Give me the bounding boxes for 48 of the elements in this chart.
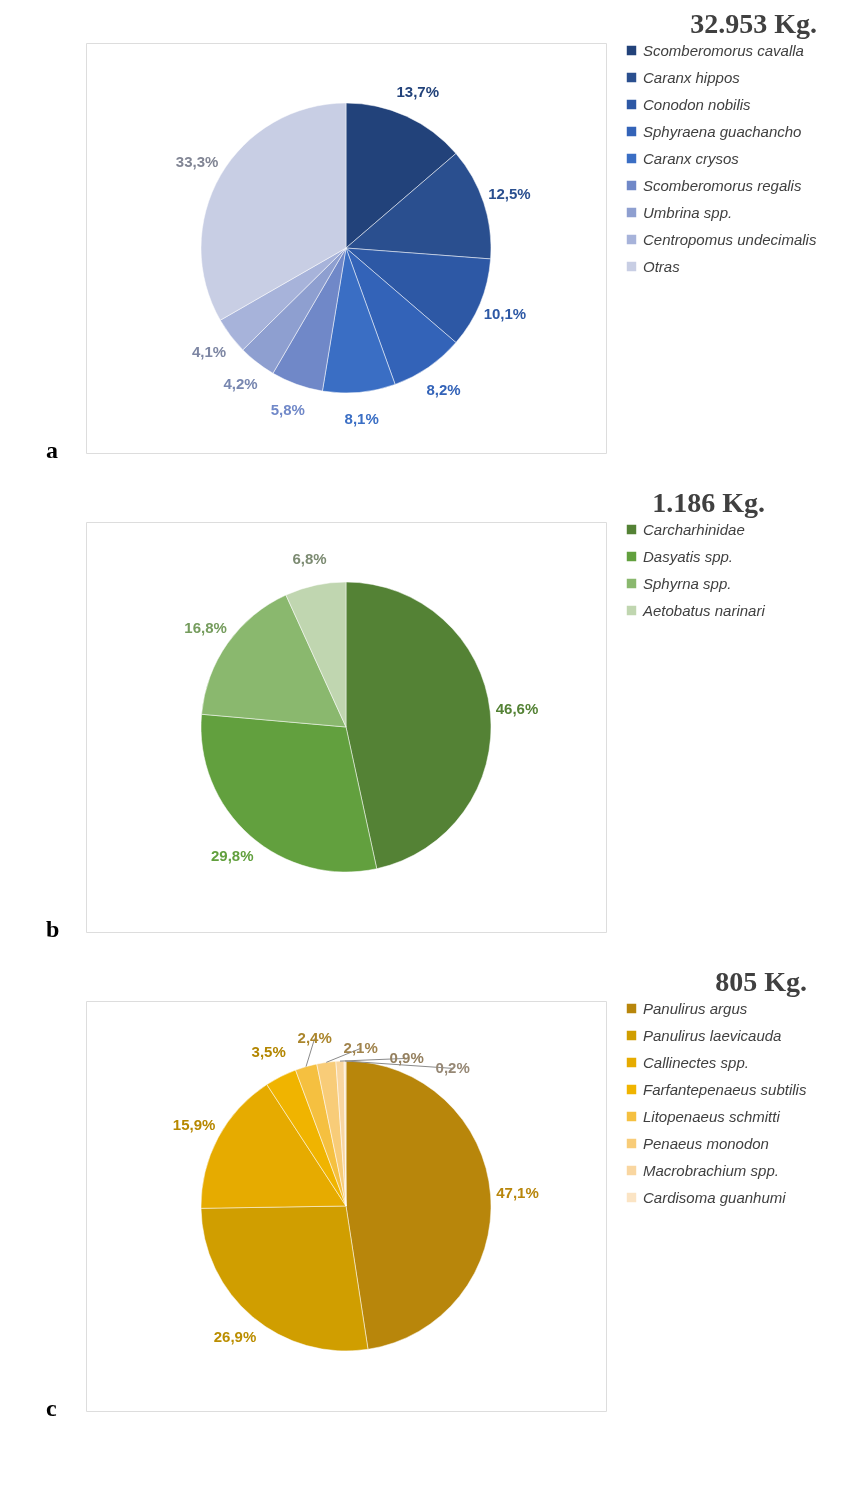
legend-label: Conodon nobilis [643, 95, 752, 113]
data-label: 13,7% [396, 82, 440, 100]
chart-title: 1.186 Kg. [652, 487, 765, 518]
legend-label: Centropomus undecimalis [643, 230, 817, 248]
data-label: 8,1% [344, 410, 379, 428]
data-label: 2,1% [343, 1039, 378, 1057]
data-label: 46,6% [495, 699, 539, 717]
legend-label: Caranx hippos [643, 68, 741, 86]
legend-label: Carcharhinidae [643, 520, 745, 538]
text: a [46, 437, 58, 463]
legend-label: Panulirus argus [643, 999, 748, 1017]
data-label: 12,5% [488, 185, 531, 203]
data-label: 5,8% [270, 400, 305, 418]
legend-label: Cardisoma guanhumi [643, 1188, 787, 1206]
text: b [46, 916, 60, 942]
chart-title: 805 Kg. [715, 966, 807, 997]
legend-label: Scomberomorus regalis [643, 176, 802, 194]
legend-label: Dasyatis spp. [643, 547, 734, 565]
data-label: 2,4% [297, 1029, 332, 1047]
legend-label: Sphyraena guachancho [643, 122, 802, 140]
data-label: 33,3% [175, 152, 219, 170]
data-label: 4,2% [223, 374, 258, 392]
text: c [46, 1395, 57, 1421]
data-label: 0,9% [389, 1049, 424, 1067]
legend-label: Umbrina spp. [643, 203, 733, 221]
legend-label: Macrobrachium spp. [643, 1161, 779, 1179]
legend-label: Farfantepenaeus subtilis [643, 1080, 807, 1098]
legend-label: Callinectes spp. [643, 1053, 749, 1071]
data-label: 26,9% [213, 1328, 257, 1346]
chart-title: 32.953 Kg. [690, 8, 817, 39]
data-label: 3,5% [251, 1043, 286, 1061]
data-label: 15,9% [172, 1116, 216, 1134]
legend-label: Penaeus monodon [643, 1134, 769, 1152]
legend-label: Aetobatus narinari [642, 601, 766, 619]
data-label: 8,2% [426, 380, 461, 398]
data-label: 10,1% [483, 304, 527, 322]
legend-label: Scomberomorus cavalla [643, 41, 804, 59]
legend-label: Panulirus laevicauda [643, 1026, 782, 1044]
data-label: 16,8% [184, 618, 227, 636]
data-label: 6,8% [292, 549, 327, 567]
legend-label: Litopenaeus schmitti [643, 1107, 781, 1125]
legend-label: Sphyrna spp. [643, 574, 732, 592]
data-label: 47,1% [496, 1183, 539, 1201]
data-label: 0,2% [435, 1059, 470, 1077]
data-label: 4,1% [192, 343, 227, 361]
legend-label: Caranx crysos [643, 149, 740, 167]
legend-label: Otras [643, 257, 681, 275]
data-label: 29,8% [210, 847, 254, 865]
